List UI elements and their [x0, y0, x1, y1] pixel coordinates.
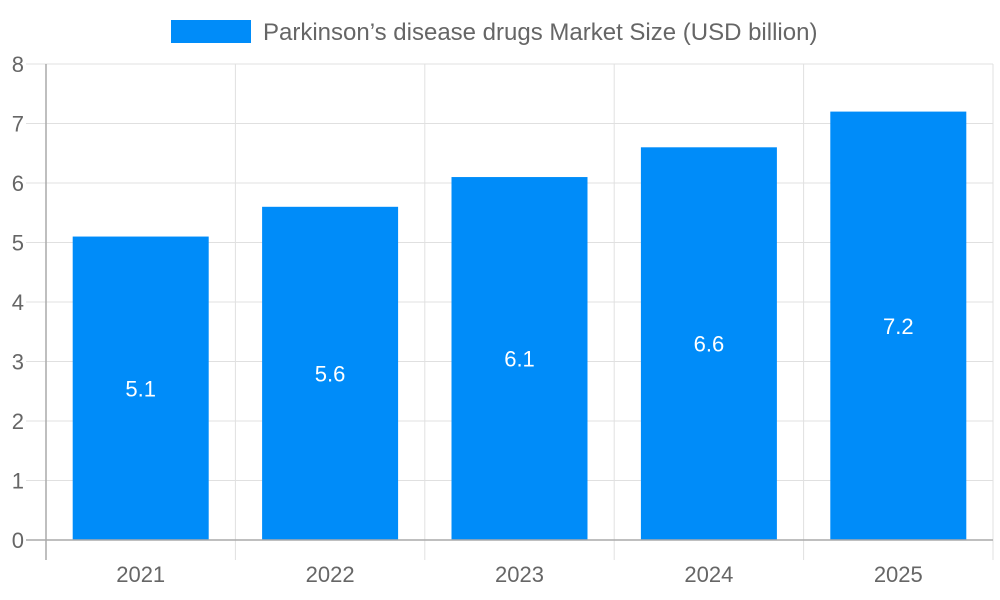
- x-tick-label: 2021: [116, 562, 165, 587]
- bar: [451, 177, 588, 541]
- x-tick-label: 2025: [874, 562, 923, 587]
- y-tick-label: 0: [12, 528, 24, 553]
- y-tick-label: 1: [12, 469, 24, 494]
- x-tick-label: 2023: [495, 562, 544, 587]
- data-label: 6.1: [504, 347, 535, 372]
- bar: [830, 111, 967, 540]
- x-tick-label: 2024: [684, 562, 733, 587]
- legend-label: Parkinson’s disease drugs Market Size (U…: [263, 19, 817, 46]
- y-tick-label: 5: [12, 231, 24, 256]
- y-tick-label: 6: [12, 171, 24, 196]
- bar: [262, 206, 399, 541]
- x-tick-label: 2022: [306, 562, 355, 587]
- legend[interactable]: Parkinson’s disease drugs Market Size (U…: [171, 19, 817, 46]
- bars: 5.1 5.6 6.1 6.6 7.2: [72, 111, 967, 541]
- y-tick-label: 2: [12, 409, 24, 434]
- data-label: 5.6: [315, 361, 346, 386]
- legend-swatch: [171, 20, 251, 43]
- data-label: 5.1: [125, 376, 156, 401]
- axes: 0 1 2 3 4 5 6 7 8 2021 2022 2023 2024 2025: [12, 52, 993, 587]
- y-tick-label: 3: [12, 350, 24, 375]
- data-label: 7.2: [883, 314, 914, 339]
- data-label: 6.6: [694, 332, 725, 357]
- y-tick-label: 8: [12, 52, 24, 77]
- bar: [640, 147, 777, 541]
- y-tick-label: 7: [12, 112, 24, 137]
- y-tick-label: 4: [12, 290, 24, 315]
- bar: [72, 236, 209, 541]
